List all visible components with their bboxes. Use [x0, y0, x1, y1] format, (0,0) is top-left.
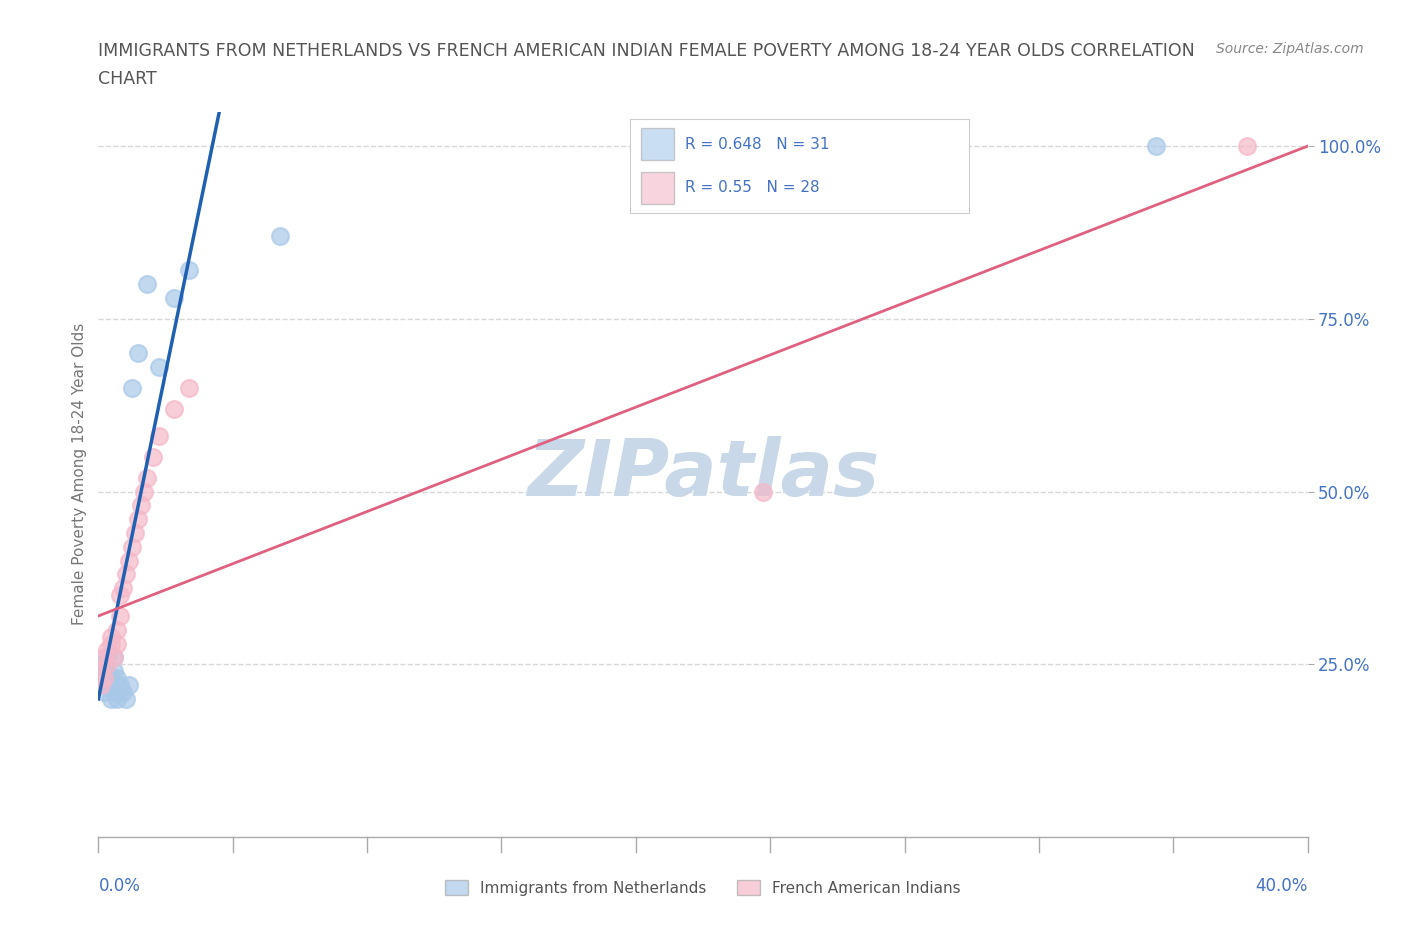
- Point: [118, 678, 141, 693]
- Point: [103, 684, 125, 699]
- Point: [90, 678, 112, 693]
- Point: [108, 678, 131, 693]
- Text: 40.0%: 40.0%: [1256, 877, 1308, 895]
- Point: [114, 567, 136, 582]
- Point: [90, 664, 112, 679]
- Point: [96, 643, 118, 658]
- Point: [96, 657, 118, 671]
- Point: [93, 671, 115, 685]
- Point: [148, 360, 170, 375]
- Point: [148, 429, 170, 444]
- Point: [100, 630, 122, 644]
- Text: CHART: CHART: [98, 70, 157, 87]
- Point: [100, 678, 122, 693]
- Point: [105, 691, 128, 706]
- Point: [124, 525, 146, 540]
- Point: [103, 650, 125, 665]
- Text: ZIPatlas: ZIPatlas: [527, 436, 879, 512]
- Point: [1236, 139, 1258, 153]
- Point: [90, 671, 112, 685]
- Point: [96, 650, 118, 665]
- Point: [96, 678, 118, 693]
- Point: [100, 636, 122, 651]
- Point: [96, 664, 118, 679]
- Point: [135, 277, 157, 292]
- Point: [163, 291, 186, 306]
- Point: [90, 678, 112, 693]
- Point: [105, 636, 128, 651]
- Point: [105, 671, 128, 685]
- Point: [1144, 139, 1167, 153]
- Point: [177, 380, 201, 395]
- Text: 0.0%: 0.0%: [98, 877, 141, 895]
- Point: [100, 691, 122, 706]
- Point: [111, 684, 134, 699]
- Point: [96, 671, 118, 685]
- Point: [129, 498, 152, 512]
- Point: [121, 380, 143, 395]
- Point: [90, 664, 112, 679]
- Point: [93, 684, 115, 699]
- Point: [93, 657, 115, 671]
- Point: [135, 471, 157, 485]
- Point: [93, 650, 115, 665]
- Point: [93, 664, 115, 679]
- Point: [177, 263, 201, 278]
- Point: [105, 622, 128, 637]
- Legend: Immigrants from Netherlands, French American Indians: Immigrants from Netherlands, French Amer…: [439, 873, 967, 902]
- Point: [111, 581, 134, 596]
- Point: [121, 539, 143, 554]
- Point: [118, 553, 141, 568]
- Point: [93, 671, 115, 685]
- Text: Source: ZipAtlas.com: Source: ZipAtlas.com: [1216, 42, 1364, 56]
- Y-axis label: Female Poverty Among 18-24 Year Olds: Female Poverty Among 18-24 Year Olds: [72, 324, 87, 626]
- Point: [108, 608, 131, 623]
- Point: [269, 229, 291, 244]
- Point: [108, 588, 131, 603]
- Point: [127, 512, 149, 526]
- Point: [163, 401, 186, 416]
- Point: [103, 664, 125, 679]
- Point: [100, 671, 122, 685]
- Point: [142, 449, 165, 464]
- Point: [132, 485, 155, 499]
- Text: IMMIGRANTS FROM NETHERLANDS VS FRENCH AMERICAN INDIAN FEMALE POVERTY AMONG 18-24: IMMIGRANTS FROM NETHERLANDS VS FRENCH AM…: [98, 42, 1195, 60]
- Point: [752, 485, 775, 499]
- Point: [103, 650, 125, 665]
- Point: [127, 346, 149, 361]
- Point: [114, 691, 136, 706]
